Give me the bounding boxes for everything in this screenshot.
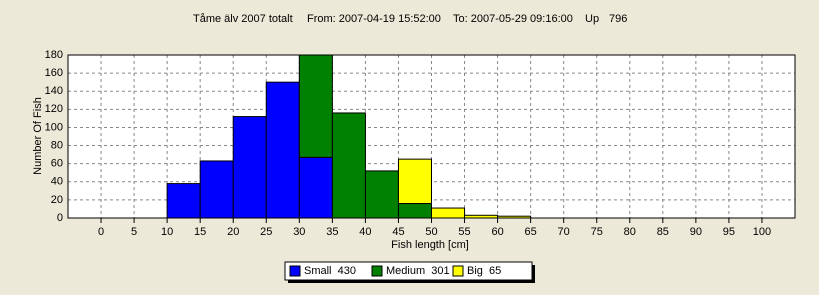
legend-label: Medium 301 [386,265,450,277]
x-tick-label: 65 [525,226,537,238]
y-axis-label: Number Of Fish [32,97,44,175]
x-tick-label: 0 [98,226,104,238]
bar [232,116,267,218]
x-tick-label: 75 [591,226,603,238]
x-tick-label: 60 [491,226,503,238]
up-label: Up [585,13,599,25]
y-tick-label: 60 [51,158,63,170]
bar [397,203,433,218]
legend-label: Small 430 [304,265,356,277]
x-tick-label: 20 [227,226,239,238]
y-tick-label: 120 [45,103,63,115]
x-tick-label: 100 [753,226,771,238]
bar [298,156,333,218]
bar [199,160,234,218]
x-tick-label: 90 [690,226,702,238]
x-tick-label: 70 [558,226,570,238]
legend-label: Big 65 [467,265,501,277]
bar [166,183,201,218]
x-tick-label: 40 [359,226,371,238]
y-tick-label: 160 [45,67,63,79]
up-value: 796 [609,13,627,25]
bars [166,55,532,218]
y-tick-label: 0 [57,212,63,224]
x-tick-label: 30 [293,226,305,238]
legend-swatch [371,265,383,277]
y-tick-label: 80 [51,139,63,151]
y-tick-label: 140 [45,85,63,97]
legend-swatch [452,265,464,277]
x-tick-label: 95 [723,226,735,238]
x-tick-label: 25 [260,226,272,238]
y-tick-label: 100 [45,121,63,133]
x-tick-label: 35 [326,226,338,238]
to-text: To: 2007-05-29 09:16:00 [453,13,573,25]
legend-swatch [289,265,301,277]
legend-box [284,261,533,281]
bar [397,158,433,205]
x-tick-label: 45 [392,226,404,238]
x-tick-label: 15 [194,226,206,238]
y-tick-label: 40 [51,176,63,188]
x-tick-label: 5 [131,226,137,238]
x-tick-label: 80 [624,226,636,238]
x-tick-label: 50 [425,226,437,238]
chart-title: Tåme älv 2007 totalt [193,13,293,25]
bar [298,55,333,158]
x-tick-label: 85 [657,226,669,238]
x-axis-label: Fish length [cm] [391,239,469,251]
plot-frame [67,54,796,219]
bar [265,81,300,218]
bar [331,112,366,218]
from-text: From: 2007-04-19 15:52:00 [307,13,441,25]
bar [364,170,399,218]
x-tick-label: 55 [458,226,470,238]
x-tick-label: 10 [161,226,173,238]
y-tick-label: 20 [51,194,63,206]
y-tick-label: 180 [45,49,63,61]
bar [431,207,466,218]
